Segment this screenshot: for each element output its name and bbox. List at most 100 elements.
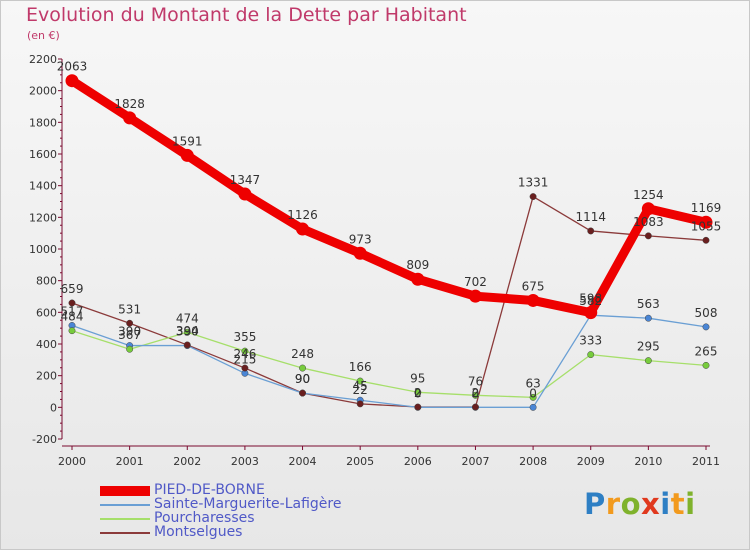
legend-label: Pourcharesses — [154, 510, 255, 526]
data-label: 295 — [637, 340, 660, 354]
data-point — [644, 314, 652, 322]
data-label: 582 — [579, 294, 602, 308]
data-point — [644, 357, 652, 365]
data-label: 248 — [291, 347, 314, 361]
series-line-4 — [71, 195, 707, 408]
data-label: 2 — [472, 386, 480, 400]
data-label: 659 — [61, 282, 84, 296]
data-label: 563 — [637, 297, 660, 311]
x-tick-label: 2007 — [461, 455, 489, 468]
x-tick-label: 2004 — [289, 455, 317, 468]
series-line-2 — [71, 314, 707, 408]
y-tick-label: -200 — [32, 433, 57, 446]
x-tick-label: 2002 — [173, 455, 201, 468]
x-tick-label: 2011 — [692, 455, 720, 468]
data-point — [529, 193, 537, 201]
data-point — [702, 236, 710, 244]
data-point — [65, 74, 79, 88]
data-label: 76 — [468, 374, 483, 388]
data-point — [238, 187, 252, 201]
data-point — [468, 289, 482, 303]
series-line-3 — [71, 330, 707, 399]
y-tick-label: 200 — [36, 370, 57, 383]
data-label: 390 — [176, 325, 199, 339]
legend-swatch — [100, 532, 150, 534]
data-point — [702, 323, 710, 331]
y-tick-label: 1400 — [29, 180, 57, 193]
y-tick-label: 800 — [36, 275, 57, 288]
x-tick-label: 2000 — [58, 455, 86, 468]
data-point — [68, 327, 76, 335]
data-label: 2063 — [57, 60, 88, 74]
data-point — [183, 328, 191, 336]
x-tick-label: 2010 — [634, 455, 662, 468]
data-label: 90 — [295, 372, 310, 386]
data-label: 0 — [414, 386, 422, 400]
data-label: 484 — [61, 310, 84, 324]
data-point — [414, 388, 422, 396]
data-label: 517 — [61, 304, 84, 318]
y-tick-label: 2200 — [29, 53, 57, 66]
legend-swatch — [100, 518, 150, 520]
data-point — [584, 306, 598, 320]
x-tick-label: 2009 — [577, 455, 605, 468]
data-point — [414, 403, 422, 411]
chart-title: Evolution du Montant de la Dette par Hab… — [26, 4, 467, 26]
data-point — [299, 364, 306, 372]
data-label: 166 — [349, 360, 372, 374]
data-label: 1254 — [633, 188, 664, 202]
data-point — [472, 403, 479, 411]
data-label: 246 — [233, 347, 256, 361]
data-label: 95 — [410, 371, 425, 385]
data-label: 265 — [695, 344, 718, 358]
data-label: 367 — [118, 328, 141, 342]
x-tick-label: 2003 — [231, 455, 259, 468]
data-label: 333 — [579, 334, 602, 348]
data-point — [587, 351, 595, 359]
data-label: 45 — [353, 379, 368, 393]
data-point — [529, 403, 537, 411]
x-tick-label: 2008 — [519, 455, 547, 468]
data-label: 973 — [349, 232, 372, 246]
data-label: 1347 — [230, 173, 261, 187]
data-point — [126, 319, 134, 327]
data-point — [180, 148, 194, 162]
x-tick-label: 2001 — [116, 455, 144, 468]
data-label: 598 — [579, 292, 602, 306]
data-point — [356, 377, 364, 385]
data-label: 1591 — [172, 134, 203, 148]
data-label: 0 — [472, 386, 480, 400]
data-label: 2 — [414, 386, 422, 400]
unit-label: (en €) — [27, 29, 60, 42]
y-tick-label: 1600 — [29, 148, 57, 161]
y-tick-label: 1200 — [29, 211, 57, 224]
legend-label: Montselgues — [154, 524, 243, 540]
proxiti-logo: Proxiti — [584, 487, 696, 521]
data-label: 1114 — [575, 210, 606, 224]
data-point — [241, 364, 249, 372]
data-label: 508 — [695, 306, 718, 320]
data-point — [702, 361, 710, 369]
data-label: 0 — [529, 386, 537, 400]
data-point — [353, 246, 367, 260]
data-label: 1828 — [114, 97, 145, 111]
data-label: 702 — [464, 275, 487, 289]
data-point — [183, 341, 191, 349]
data-label: 809 — [406, 258, 429, 272]
data-point — [241, 347, 249, 355]
data-point — [123, 111, 137, 125]
data-label: 1169 — [691, 201, 722, 215]
data-label: 1331 — [518, 176, 549, 190]
data-label: 22 — [353, 383, 368, 397]
data-label: 63 — [525, 376, 540, 390]
data-label: 394 — [176, 324, 199, 338]
y-tick-label: 2000 — [29, 85, 57, 98]
data-label: 355 — [233, 330, 256, 344]
data-point — [641, 202, 655, 216]
data-point — [587, 227, 595, 235]
legend-label: PIED-DE-BORNE — [154, 482, 265, 498]
data-point — [68, 299, 76, 307]
data-label: 531 — [118, 302, 141, 316]
data-label: 390 — [118, 325, 141, 339]
